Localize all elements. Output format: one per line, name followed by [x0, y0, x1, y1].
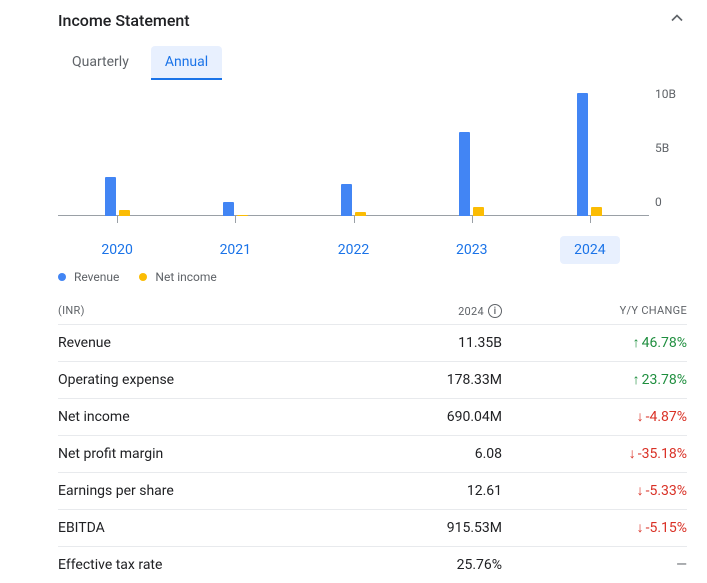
bar-net-income: [473, 207, 484, 216]
x-tick: [235, 216, 236, 223]
arrow-up-icon: ↑: [633, 336, 640, 350]
bar-revenue: [223, 202, 234, 216]
row-value: 12.61: [317, 483, 502, 499]
bar-group[interactable]: [176, 93, 294, 217]
row-change: ↑46.78%: [502, 335, 687, 351]
row-label: Earnings per share: [58, 483, 317, 499]
chart-y-axis: 0 5B 10B: [649, 86, 687, 228]
legend-label: Revenue: [74, 270, 119, 284]
legend-label: Net income: [155, 270, 216, 284]
bar-net-income: [591, 207, 602, 216]
table-row[interactable]: Earnings per share12.61↓-5.33%: [58, 472, 687, 509]
legend-dot-icon: [58, 273, 66, 281]
section-title: Income Statement: [58, 11, 190, 30]
year-label[interactable]: 2024: [531, 230, 649, 270]
row-label: EBITDA: [58, 520, 317, 536]
change-header: Y/Y CHANGE: [502, 304, 687, 318]
arrow-down-icon: ↓: [629, 447, 636, 461]
bar-net-income: [119, 210, 130, 217]
row-label: Operating expense: [58, 372, 317, 388]
value-header: 2024: [458, 305, 484, 318]
y-tick: 0: [655, 195, 662, 209]
tab-annual[interactable]: Annual: [151, 46, 222, 80]
bar-group[interactable]: [58, 93, 176, 217]
period-tabs: QuarterlyAnnual: [58, 46, 687, 80]
info-icon[interactable]: i: [488, 304, 502, 318]
row-value: 178.33M: [317, 372, 502, 388]
arrow-down-icon: ↓: [637, 410, 644, 424]
chart-x-labels: 20202021202220232024: [58, 230, 649, 270]
bar-net-income: [237, 215, 248, 216]
row-value: 25.76%: [317, 557, 502, 573]
year-label[interactable]: 2021: [176, 230, 294, 270]
row-value: 915.53M: [317, 520, 502, 536]
financials-table: Revenue11.35B↑46.78%Operating expense178…: [58, 324, 687, 583]
bar-group[interactable]: [531, 93, 649, 217]
row-change: ↓-4.87%: [502, 409, 687, 425]
row-value: 690.04M: [317, 409, 502, 425]
row-label: Net profit margin: [58, 446, 317, 462]
row-label: Effective tax rate: [58, 557, 317, 573]
row-label: Net income: [58, 409, 317, 425]
arrow-down-icon: ↓: [637, 521, 644, 535]
bar-revenue: [341, 184, 352, 217]
table-row[interactable]: EBITDA915.53M↓-5.15%: [58, 509, 687, 546]
year-label[interactable]: 2023: [413, 230, 531, 270]
arrow-up-icon: ↑: [633, 373, 640, 387]
table-row[interactable]: Revenue11.35B↑46.78%: [58, 324, 687, 361]
bar-revenue: [459, 132, 470, 217]
income-chart: 0 5B 10B: [58, 86, 687, 228]
legend-item: Net income: [139, 270, 216, 284]
year-label[interactable]: 2022: [294, 230, 412, 270]
collapse-icon[interactable]: [667, 8, 687, 32]
row-value: 6.08: [317, 446, 502, 462]
legend-item: Revenue: [58, 270, 119, 284]
row-change: —: [502, 557, 687, 573]
bar-group[interactable]: [413, 93, 531, 217]
chart-legend: Revenue Net income: [58, 270, 687, 284]
y-tick: 5B: [655, 141, 669, 155]
row-label: Revenue: [58, 335, 317, 351]
row-change: ↓-5.33%: [502, 483, 687, 499]
x-tick: [354, 216, 355, 223]
currency-label: (INR): [58, 304, 317, 318]
bar-revenue: [105, 177, 116, 216]
table-row[interactable]: Operating expense178.33M↑23.78%: [58, 361, 687, 398]
table-row[interactable]: Net profit margin6.08↓-35.18%: [58, 435, 687, 472]
row-change: ↓-5.15%: [502, 520, 687, 536]
row-change: ↓-35.18%: [502, 446, 687, 462]
table-header: (INR) 2024 i Y/Y CHANGE: [58, 298, 687, 324]
y-tick: 10B: [655, 87, 676, 101]
x-tick: [472, 216, 473, 223]
arrow-down-icon: ↓: [637, 484, 644, 498]
x-tick: [117, 216, 118, 223]
row-value: 11.35B: [317, 335, 502, 351]
row-change: ↑23.78%: [502, 372, 687, 388]
tab-quarterly[interactable]: Quarterly: [58, 46, 143, 80]
legend-dot-icon: [139, 273, 147, 281]
bar-net-income: [355, 212, 366, 216]
x-tick: [590, 216, 591, 223]
table-row[interactable]: Effective tax rate25.76%—: [58, 546, 687, 583]
bar-group[interactable]: [294, 93, 412, 217]
bar-revenue: [577, 93, 588, 217]
year-label[interactable]: 2020: [58, 230, 176, 270]
table-row[interactable]: Net income690.04M↓-4.87%: [58, 398, 687, 435]
